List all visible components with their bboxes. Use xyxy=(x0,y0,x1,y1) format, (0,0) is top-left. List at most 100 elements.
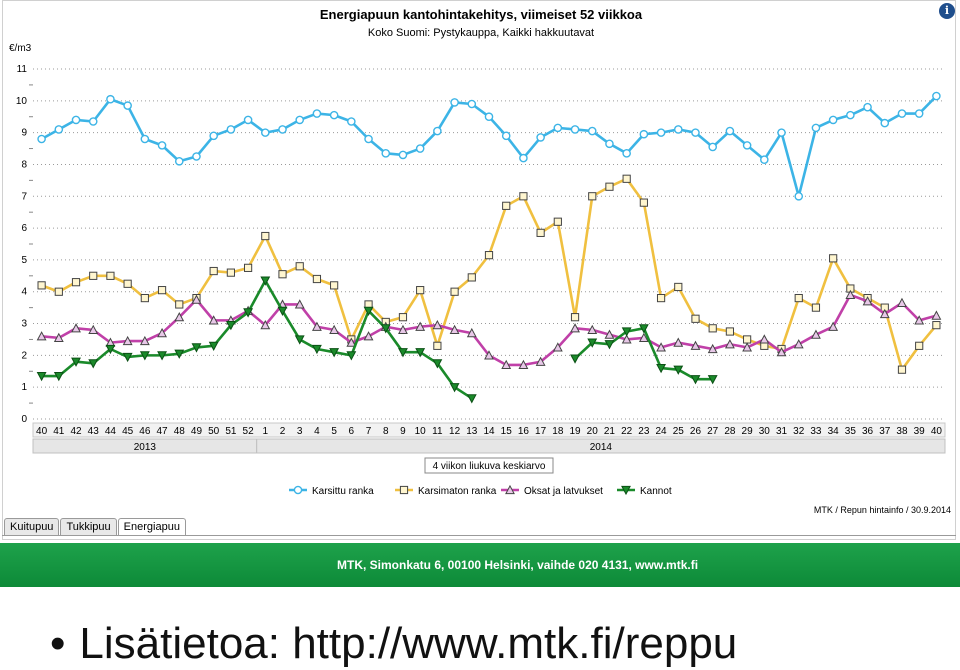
data-point xyxy=(139,351,150,361)
x-tick-label: 47 xyxy=(156,426,168,437)
legend-label: Kannot xyxy=(640,486,672,497)
data-point xyxy=(347,117,356,126)
data-point xyxy=(106,271,115,280)
data-point xyxy=(174,312,185,322)
data-point xyxy=(587,126,597,136)
y-tick-label: 2 xyxy=(21,350,27,361)
x-tick-label: 46 xyxy=(139,426,151,437)
data-point xyxy=(243,263,253,272)
data-point xyxy=(157,141,167,150)
data-point xyxy=(208,315,219,325)
data-point xyxy=(226,125,236,134)
x-tick-label: 41 xyxy=(53,426,65,437)
data-point xyxy=(466,327,477,338)
data-point xyxy=(174,349,185,359)
x-tick-label: 40 xyxy=(36,426,48,437)
data-point xyxy=(208,341,219,351)
data-point xyxy=(518,359,529,370)
data-point xyxy=(311,344,322,355)
data-point xyxy=(311,321,322,331)
data-point xyxy=(209,131,218,141)
year-label: 2014 xyxy=(590,442,613,453)
data-point xyxy=(294,335,305,345)
x-axis: 40 41 42 43 44 45 46 47 48 49 50 51 52 1 2 3 4 5 6 7 8 9 10 11 1… xyxy=(32,422,946,454)
data-point xyxy=(191,343,202,353)
y-tick-label: 9 xyxy=(21,128,27,139)
x-tick-label: 7 xyxy=(366,426,372,437)
data-point xyxy=(226,268,235,277)
data-point xyxy=(398,348,408,358)
y-tick-label: 1 xyxy=(21,382,27,393)
x-tick-label: 11 xyxy=(432,426,443,437)
data-point xyxy=(570,125,580,134)
data-point xyxy=(312,274,322,284)
tab-energiapuu[interactable]: Energiapuu xyxy=(117,518,186,536)
data-point xyxy=(638,332,649,342)
y-tick-label: 8 xyxy=(21,159,27,170)
data-point xyxy=(466,394,477,404)
data-point xyxy=(793,339,804,349)
y-axis-label: €/m3 xyxy=(9,43,32,54)
data-point xyxy=(416,286,425,295)
x-tick-label: 12 xyxy=(449,426,461,437)
data-point xyxy=(845,289,856,300)
data-point xyxy=(123,279,132,288)
y-tick-label: 4 xyxy=(21,287,27,298)
footer-link-text[interactable]: Lisätietoa: http://www.mtk.fi/reppu xyxy=(79,619,738,668)
data-point xyxy=(535,356,546,366)
data-point xyxy=(450,287,459,296)
data-point xyxy=(725,126,735,136)
data-point xyxy=(295,115,305,125)
data-point xyxy=(260,276,271,286)
data-point xyxy=(105,344,116,355)
data-point xyxy=(811,123,821,133)
x-tick-label: 5 xyxy=(331,426,337,437)
data-point xyxy=(570,323,580,333)
x-tick-label: 9 xyxy=(400,426,406,437)
x-tick-label: 28 xyxy=(724,426,736,437)
data-point xyxy=(484,251,494,260)
data-point xyxy=(897,109,907,118)
data-point xyxy=(36,331,47,341)
data-point xyxy=(656,363,667,374)
data-point xyxy=(639,198,648,207)
data-point xyxy=(139,335,150,346)
tab-kuitupuu[interactable]: Kuitupuu xyxy=(4,518,60,536)
x-tick-label: 14 xyxy=(483,426,495,437)
x-tick-label: 10 xyxy=(415,426,427,437)
x-tick-label: 48 xyxy=(174,426,186,437)
legend-label: Oksat ja latvukset xyxy=(524,486,603,497)
info-icon[interactable]: i xyxy=(939,3,955,19)
x-tick-label: 50 xyxy=(208,426,220,437)
data-point xyxy=(639,129,649,139)
data-point xyxy=(36,371,47,382)
chart-subtitle: Koko Suomi: Pystykauppa, Kaikki hakkuuta… xyxy=(368,27,594,39)
data-point xyxy=(88,359,99,369)
data-point xyxy=(449,324,460,335)
legend-label: Karsimaton ranka xyxy=(418,486,497,497)
y-tick-label: 0 xyxy=(21,414,27,425)
data-point xyxy=(621,485,631,496)
data-point xyxy=(432,319,443,330)
chart: Energiapuun kantohintakehitys, viimeiset… xyxy=(9,7,951,515)
tab-tukkipuu[interactable]: Tukkipuu xyxy=(60,518,117,536)
data-point xyxy=(519,192,528,201)
data-point xyxy=(691,128,700,137)
y-tick-label: 11 xyxy=(17,64,28,75)
x-tick-label: 15 xyxy=(501,426,513,437)
x-tick-label: 24 xyxy=(656,426,668,437)
contact-text: MTK, Simonkatu 6, 00100 Helsinki, vaihde… xyxy=(337,558,699,572)
data-point xyxy=(553,217,562,226)
y-ticks: 0 1 2 3 4 5 6 7 8 9 10 11 xyxy=(16,64,33,425)
data-point xyxy=(536,133,545,142)
x-tick-label: 30 xyxy=(759,426,771,437)
data-point xyxy=(691,314,700,323)
data-point xyxy=(914,315,925,325)
data-point xyxy=(501,359,512,370)
data-point xyxy=(191,294,202,304)
data-point xyxy=(536,228,545,237)
x-tick-label: 17 xyxy=(535,426,547,437)
data-point xyxy=(777,128,786,137)
data-point xyxy=(295,262,304,271)
data-point xyxy=(811,303,821,312)
